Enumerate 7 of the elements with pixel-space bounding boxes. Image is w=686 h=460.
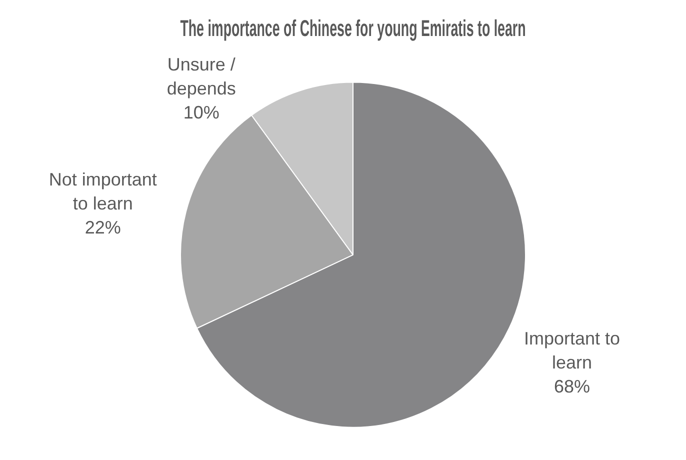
data-label: 22% — [84, 217, 121, 238]
chart-title: The importance of Chinese for young Emiratis to learn — [180, 15, 526, 42]
slice-label: Important to learn — [524, 328, 620, 372]
data-label: 10% — [183, 102, 220, 123]
data-label: 68% — [554, 376, 590, 396]
slice-label: Not important to learn — [48, 169, 157, 214]
slice-label: Unsure / depends — [166, 54, 236, 99]
